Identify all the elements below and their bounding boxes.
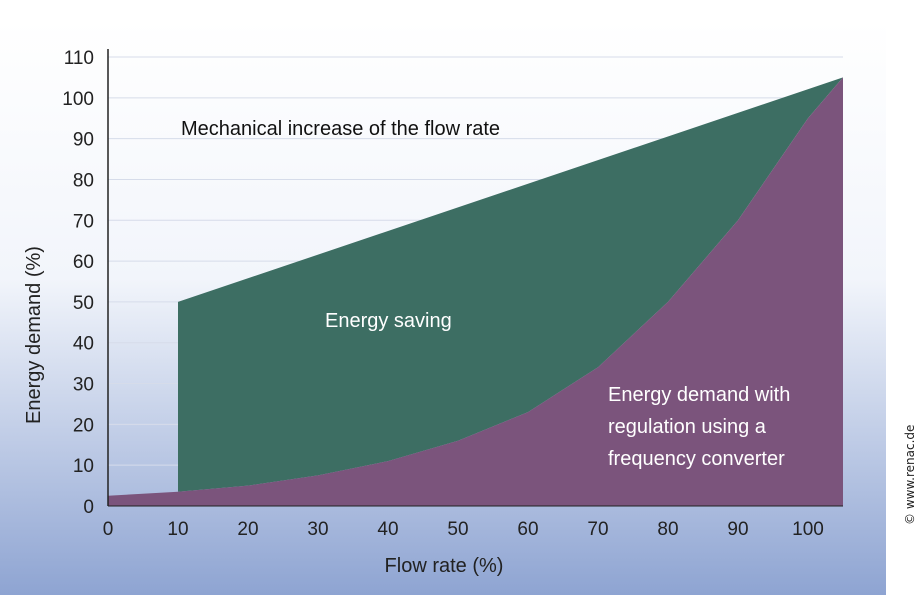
x-tick-label-60: 60 <box>517 519 538 540</box>
x-tick-label-30: 30 <box>307 519 328 540</box>
x-tick-label-90: 90 <box>727 519 748 540</box>
y-tick-label-40: 40 <box>73 334 94 355</box>
y-tick-label-10: 10 <box>73 456 94 477</box>
x-tick-label-70: 70 <box>587 519 608 540</box>
area-mechanical-flow <box>108 77 843 496</box>
y-tick-label-90: 90 <box>73 130 94 151</box>
x-tick-label-40: 40 <box>377 519 398 540</box>
copyright-credit: © www.renac.de <box>903 424 916 525</box>
y-tick-label-0: 0 <box>83 497 94 518</box>
y-tick-label-80: 80 <box>73 170 94 191</box>
area-frequency-converter <box>108 77 843 507</box>
y-tick-label-60: 60 <box>73 252 94 273</box>
x-tick-label-100: 100 <box>792 519 824 540</box>
annotation-demand-line3: frequency converter <box>608 448 785 470</box>
x-tick-label-0: 0 <box>103 519 114 540</box>
annotation-mechanical: Mechanical increase of the flow rate <box>181 118 500 140</box>
y-tick-label-30: 30 <box>73 375 94 396</box>
annotation-demand-line1: Energy demand with <box>608 384 790 406</box>
y-tick-label-110: 110 <box>64 48 94 69</box>
x-tick-label-10: 10 <box>167 519 188 540</box>
x-tick-label-20: 20 <box>237 519 258 540</box>
y-tick-label-70: 70 <box>73 211 94 232</box>
annotation-demand-line2: regulation using a <box>608 416 767 438</box>
y-axis-label: Energy demand (%) <box>23 246 45 424</box>
y-tick-label-100: 100 <box>62 89 94 110</box>
y-tick-label-20: 20 <box>73 415 94 436</box>
x-axis-label: Flow rate (%) <box>385 555 504 577</box>
x-tick-label-80: 80 <box>657 519 678 540</box>
y-tick-label-50: 50 <box>73 293 94 314</box>
annotation-energy-saving: Energy saving <box>325 310 452 332</box>
x-tick-label-50: 50 <box>447 519 468 540</box>
